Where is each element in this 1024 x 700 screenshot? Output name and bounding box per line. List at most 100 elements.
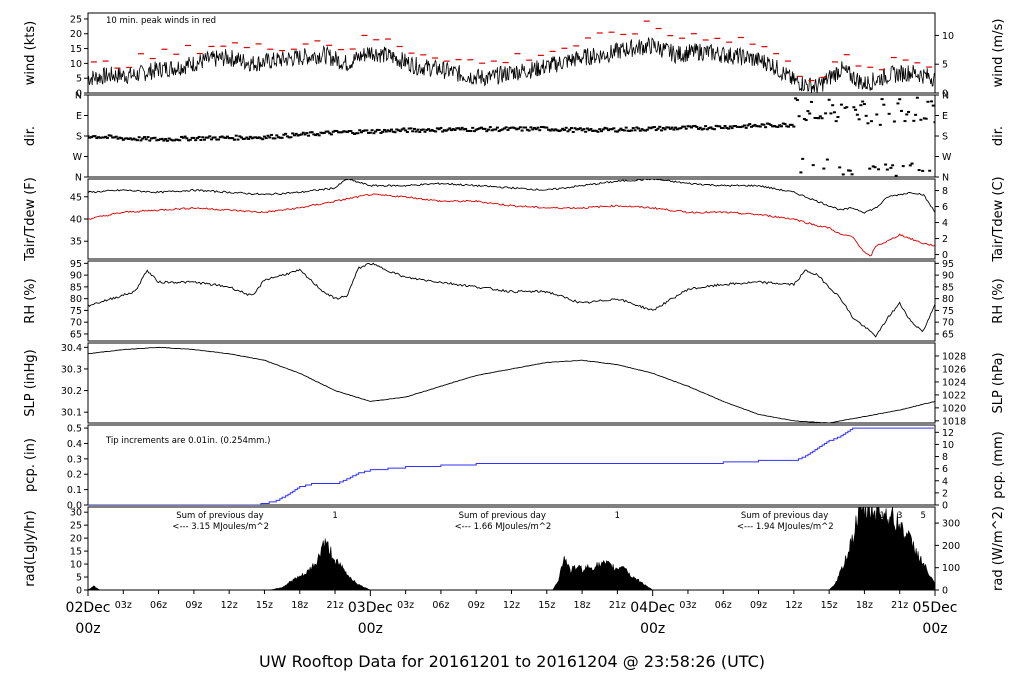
direction-point xyxy=(922,117,926,120)
direction-point xyxy=(397,129,401,132)
direction-point xyxy=(700,128,704,131)
right-tick-label: 4 xyxy=(942,218,948,229)
direction-point xyxy=(363,129,367,132)
direction-point xyxy=(582,128,586,131)
right-tick-label: 65 xyxy=(942,329,954,340)
left-tick-label: 20 xyxy=(70,29,82,40)
right-tick-label: 1020 xyxy=(942,403,966,414)
direction-point xyxy=(476,128,480,131)
direction-point xyxy=(390,128,394,131)
direction-point xyxy=(487,128,491,131)
direction-point xyxy=(820,117,824,120)
direction-point xyxy=(839,103,843,106)
direction-point xyxy=(360,131,364,134)
direction-point xyxy=(917,169,921,172)
direction-point xyxy=(114,135,118,138)
panel-slp: 30.1 30.2 30.3 30.4 1018 1020 1022 1024 1026 1028… xyxy=(23,342,1006,427)
direction-point xyxy=(130,138,134,141)
direction-point xyxy=(252,136,256,139)
direction-point xyxy=(555,129,559,132)
direction-point xyxy=(679,127,683,130)
direction-point xyxy=(259,137,263,140)
direction-point xyxy=(601,128,605,131)
direction-point xyxy=(146,136,150,139)
direction-point xyxy=(931,104,935,107)
direction-point xyxy=(441,130,445,133)
direction-point xyxy=(204,136,208,139)
direction-point xyxy=(88,136,92,139)
left-tick-label: 40 xyxy=(70,215,82,226)
direction-point xyxy=(264,137,268,140)
direction-point xyxy=(501,128,505,131)
direction-point xyxy=(404,129,408,132)
direction-point xyxy=(511,126,515,129)
y-axis-label-right: pcp. (mm) xyxy=(991,431,1006,498)
hour-tick-label: 03z xyxy=(397,600,414,611)
direction-point xyxy=(284,132,288,135)
direction-point xyxy=(358,129,362,132)
direction-point xyxy=(301,131,305,134)
direction-point xyxy=(795,99,799,102)
y-axis-label-left: wind (kts) xyxy=(23,21,38,85)
direction-point xyxy=(808,112,812,115)
direction-point xyxy=(776,125,780,128)
right-tick-label: 0 xyxy=(942,89,948,100)
direction-point xyxy=(446,128,450,131)
direction-point xyxy=(278,136,282,139)
direction-point xyxy=(165,139,169,142)
date-hour-label: 00z xyxy=(922,621,947,637)
right-tick-label: 80 xyxy=(942,294,954,305)
direction-point xyxy=(818,115,822,118)
direction-point xyxy=(569,127,573,130)
direction-point xyxy=(139,139,143,142)
direction-point xyxy=(760,123,764,126)
direction-point xyxy=(90,136,94,139)
direction-point xyxy=(485,130,489,133)
right-tick-label: 200 xyxy=(942,541,960,552)
direction-point xyxy=(305,132,309,135)
direction-point xyxy=(809,100,813,103)
radiation-marker: 1 xyxy=(332,511,337,521)
direction-point xyxy=(877,168,881,171)
direction-point xyxy=(637,127,641,130)
direction-point xyxy=(584,130,588,133)
direction-point xyxy=(180,135,184,138)
right-tick-label: S xyxy=(942,132,948,143)
direction-point xyxy=(427,128,431,131)
left-tick-label: 30 xyxy=(70,508,82,519)
direction-point xyxy=(172,139,176,142)
direction-point xyxy=(354,132,358,135)
direction-point xyxy=(778,124,782,127)
direction-point xyxy=(605,127,609,130)
direction-point xyxy=(921,169,925,172)
plot-area xyxy=(88,20,935,93)
direction-point xyxy=(624,126,628,129)
direction-point xyxy=(123,137,127,140)
hour-tick-label: 09z xyxy=(185,600,202,611)
direction-point xyxy=(716,125,720,128)
y-axis-label-right: RH (%) xyxy=(991,278,1006,323)
direction-point xyxy=(418,130,422,133)
right-tick-label: 6 xyxy=(942,464,948,475)
direction-point xyxy=(97,136,101,139)
direction-point xyxy=(127,137,131,140)
direction-point xyxy=(153,136,157,139)
direction-point xyxy=(434,130,438,133)
direction-point xyxy=(488,126,492,129)
direction-point xyxy=(734,125,738,128)
direction-point xyxy=(854,108,858,111)
direction-point xyxy=(187,139,191,142)
direction-point xyxy=(132,137,136,140)
daily-sum-value: <--- 1.94 MJoules/m^2 xyxy=(737,522,834,532)
hour-tick-label: 15z xyxy=(538,600,555,611)
direction-point xyxy=(421,128,425,131)
direction-point xyxy=(506,128,510,131)
direction-point xyxy=(137,136,141,139)
direction-point xyxy=(656,127,660,130)
direction-point xyxy=(815,117,819,120)
direction-point xyxy=(873,166,877,169)
direction-point xyxy=(188,138,192,141)
daily-sum-label: Sum of previous day xyxy=(176,511,263,521)
direction-point xyxy=(695,125,699,128)
